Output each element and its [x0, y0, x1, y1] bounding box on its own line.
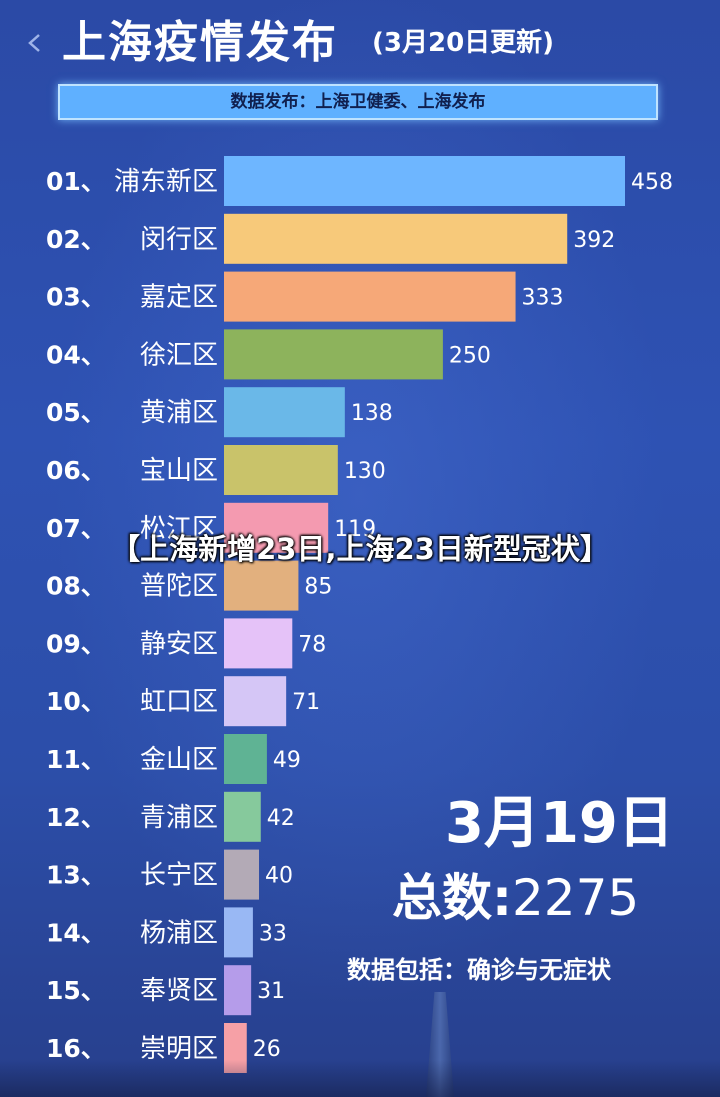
district-label: 嘉定区 [140, 283, 218, 313]
rank-label: 07、 [46, 514, 106, 543]
rank-label: 04、 [46, 340, 106, 369]
summary-total-value: 2275 [512, 869, 640, 927]
rank-label: 09、 [46, 629, 106, 658]
summary-date: 3月19日 [445, 791, 674, 856]
district-label: 崇明区 [140, 1034, 218, 1064]
district-label: 金山区 [140, 745, 218, 775]
bar-value-label: 40 [265, 864, 293, 889]
district-label: 长宁区 [140, 861, 218, 891]
bar-value-label: 119 [334, 517, 376, 542]
rank-label: 08、 [46, 572, 106, 601]
district-label: 杨浦区 [140, 918, 218, 948]
bar-value-label: 42 [267, 806, 295, 831]
bar [224, 387, 345, 438]
bar [224, 445, 338, 495]
data-source-banner: 数据发布：上海卫健委、上海发布 [58, 84, 658, 120]
district-label: 黄浦区 [140, 398, 218, 428]
bar [224, 965, 252, 1016]
rank-label: 06、 [46, 456, 106, 485]
page-title: 上海疫情发布 [62, 17, 338, 68]
bar-value-label: 333 [522, 286, 564, 311]
update-date: (3月20日更新) [372, 28, 555, 58]
bar [224, 502, 329, 553]
bar-value-label: 250 [449, 343, 491, 368]
district-label: 浦东新区 [114, 167, 218, 197]
bar-value-label: 130 [344, 459, 386, 484]
rank-label: 15、 [46, 976, 106, 1005]
back-arrow-icon[interactable] [26, 34, 44, 52]
bar [224, 849, 260, 900]
rank-label: 05、 [46, 398, 106, 427]
district-label: 闵行区 [140, 225, 218, 255]
bar [224, 156, 625, 206]
bar-value-label: 85 [304, 575, 332, 600]
rank-label: 14、 [46, 918, 106, 947]
bar-value-label: 138 [351, 401, 393, 426]
rank-label: 10、 [46, 687, 106, 716]
summary-total: 总数:2275 [392, 858, 639, 930]
bar [224, 734, 267, 784]
rank-label: 13、 [46, 861, 106, 890]
bar [224, 329, 443, 380]
bar-value-label: 26 [253, 1037, 281, 1062]
skyline-shade [0, 1060, 720, 1097]
rank-label: 02、 [46, 225, 106, 254]
district-label: 普陀区 [140, 572, 218, 602]
district-label: 静安区 [140, 629, 218, 659]
district-label: 青浦区 [140, 803, 218, 833]
bar-value-label: 392 [573, 228, 615, 253]
bar-value-label: 31 [257, 979, 285, 1004]
rank-label: 16、 [46, 1034, 106, 1063]
bar-value-label: 458 [631, 170, 673, 195]
bar [224, 213, 568, 264]
rank-label: 12、 [46, 803, 106, 832]
bar-value-label: 71 [292, 690, 320, 715]
summary-total-label: 总数: [392, 869, 512, 927]
district-label: 奉贤区 [140, 976, 218, 1006]
bar [224, 618, 293, 669]
district-label: 松江区 [140, 514, 218, 544]
district-label: 徐汇区 [140, 340, 218, 370]
bar-value-label: 33 [259, 921, 287, 946]
bar-value-label: 49 [273, 748, 301, 773]
district-label: 宝山区 [140, 456, 218, 486]
bar-value-label: 78 [298, 632, 326, 657]
district-label: 虹口区 [140, 687, 218, 717]
rank-label: 03、 [46, 283, 106, 312]
bar [224, 560, 299, 611]
bar [224, 907, 253, 958]
bar [224, 271, 516, 322]
summary-note: 数据包括：确诊与无症状 [347, 956, 611, 984]
rank-label: 11、 [46, 745, 106, 774]
bar [224, 791, 261, 842]
bar [224, 676, 287, 727]
rank-label: 01、 [46, 167, 106, 196]
overlay-headline: 【上海新增23日,上海23日新型冠状】 [111, 532, 609, 566]
